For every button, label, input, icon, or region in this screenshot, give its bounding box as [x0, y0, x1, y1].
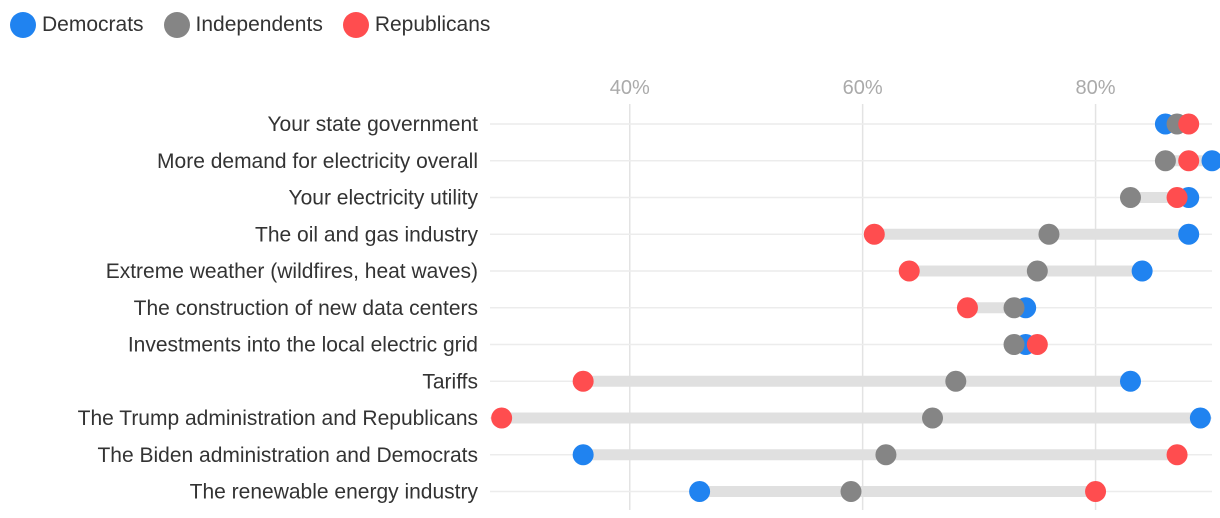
dot-independents-the-trump-administration-and-republicans: [922, 407, 944, 429]
dot-republicans-the-renewable-energy-industry: [1085, 481, 1107, 502]
x-tick-labels: 40% 60% 80%: [610, 77, 1116, 99]
dot-republicans-investments-into-the-local-electric-grid: [1026, 334, 1048, 355]
dot-independents-the-biden-administration-and-democrats: [875, 444, 897, 466]
dot-independents-the-oil-and-gas-industry: [1038, 223, 1060, 245]
dot-republicans-the-biden-administration-and-democrats: [1166, 444, 1188, 466]
dot-democrats-extreme-weather-wildfires-heat-waves: [1131, 260, 1153, 282]
category-label-extreme-weather-wildfires-heat-waves: Extreme weather (wildfires, heat waves): [106, 260, 478, 283]
dot-independents-the-renewable-energy-industry: [840, 481, 862, 502]
dot-republicans-more-demand-for-electricity-overall: [1178, 150, 1200, 172]
legend-label-independents: Independents: [195, 13, 323, 36]
dot-democrats-tariffs: [1119, 370, 1141, 392]
dot-independents-your-electricity-utility: [1119, 187, 1141, 208]
category-label-tariffs: Tariffs: [422, 370, 478, 393]
row-lines: [490, 123, 1212, 493]
legend-label-republicans: Republicans: [374, 13, 491, 36]
category-label-the-biden-administration-and-democrats: The Biden administration and Democrats: [97, 444, 478, 467]
x-tick-label-60: 60%: [843, 77, 883, 99]
legend-dot-republicans: [342, 12, 369, 38]
category-label-your-state-government: Your state government: [267, 113, 478, 136]
category-label-more-demand-for-electricity-overall: More demand for electricity overall: [157, 150, 478, 173]
legend-item-republicans: Republicans: [342, 12, 491, 38]
legend-label-democrats: Democrats: [42, 13, 144, 36]
legend-dot-independents: [163, 12, 190, 38]
dot-independents-the-construction-of-new-data-centers: [1003, 297, 1025, 319]
legend-item-independents: Independents: [163, 12, 323, 38]
dot-democrats-the-trump-administration-and-republicans: [1189, 407, 1211, 429]
dot-republicans-tariffs: [572, 370, 594, 392]
dot-democrats-more-demand-for-electricity-overall: [1201, 150, 1220, 172]
dot-republicans-the-construction-of-new-data-centers: [956, 297, 978, 319]
dot-republicans-your-electricity-utility: [1166, 187, 1188, 208]
dot-republicans-extreme-weather-wildfires-heat-waves: [898, 260, 920, 282]
category-label-the-trump-administration-and-republicans: The Trump administration and Republicans: [78, 407, 478, 430]
dot-republicans-your-state-government: [1178, 113, 1200, 135]
data-dots: [491, 113, 1220, 502]
legend: Democrats Independents Republicans: [10, 12, 490, 38]
category-label-the-oil-and-gas-industry: The oil and gas industry: [255, 223, 478, 246]
dot-republicans-the-oil-and-gas-industry: [863, 223, 885, 245]
dot-independents-more-demand-for-electricity-overall: [1154, 150, 1176, 172]
legend-item-democrats: Democrats: [10, 12, 144, 38]
dot-democrats-the-oil-and-gas-industry: [1178, 223, 1200, 245]
dot-independents-extreme-weather-wildfires-heat-waves: [1026, 260, 1048, 282]
dot-democrats-the-biden-administration-and-democrats: [572, 444, 594, 466]
category-label-your-electricity-utility: Your electricity utility: [289, 187, 479, 210]
dot-independents-investments-into-the-local-electric-grid: [1003, 334, 1025, 355]
dot-democrats-the-renewable-energy-industry: [689, 481, 711, 502]
x-tick-label-80: 80%: [1076, 77, 1116, 99]
legend-dot-democrats: [10, 12, 36, 38]
category-label-the-renewable-energy-industry: The renewable energy industry: [190, 481, 479, 504]
dot-republicans-the-trump-administration-and-republicans: [491, 407, 513, 429]
x-tick-label-40: 40%: [610, 77, 650, 99]
dot-independents-tariffs: [945, 370, 967, 392]
category-label-investments-into-the-local-electric-grid: Investments into the local electric grid: [128, 334, 478, 357]
category-label-the-construction-of-new-data-centers: The construction of new data centers: [134, 297, 478, 320]
category-labels: Your state government More demand for ele…: [78, 113, 479, 504]
